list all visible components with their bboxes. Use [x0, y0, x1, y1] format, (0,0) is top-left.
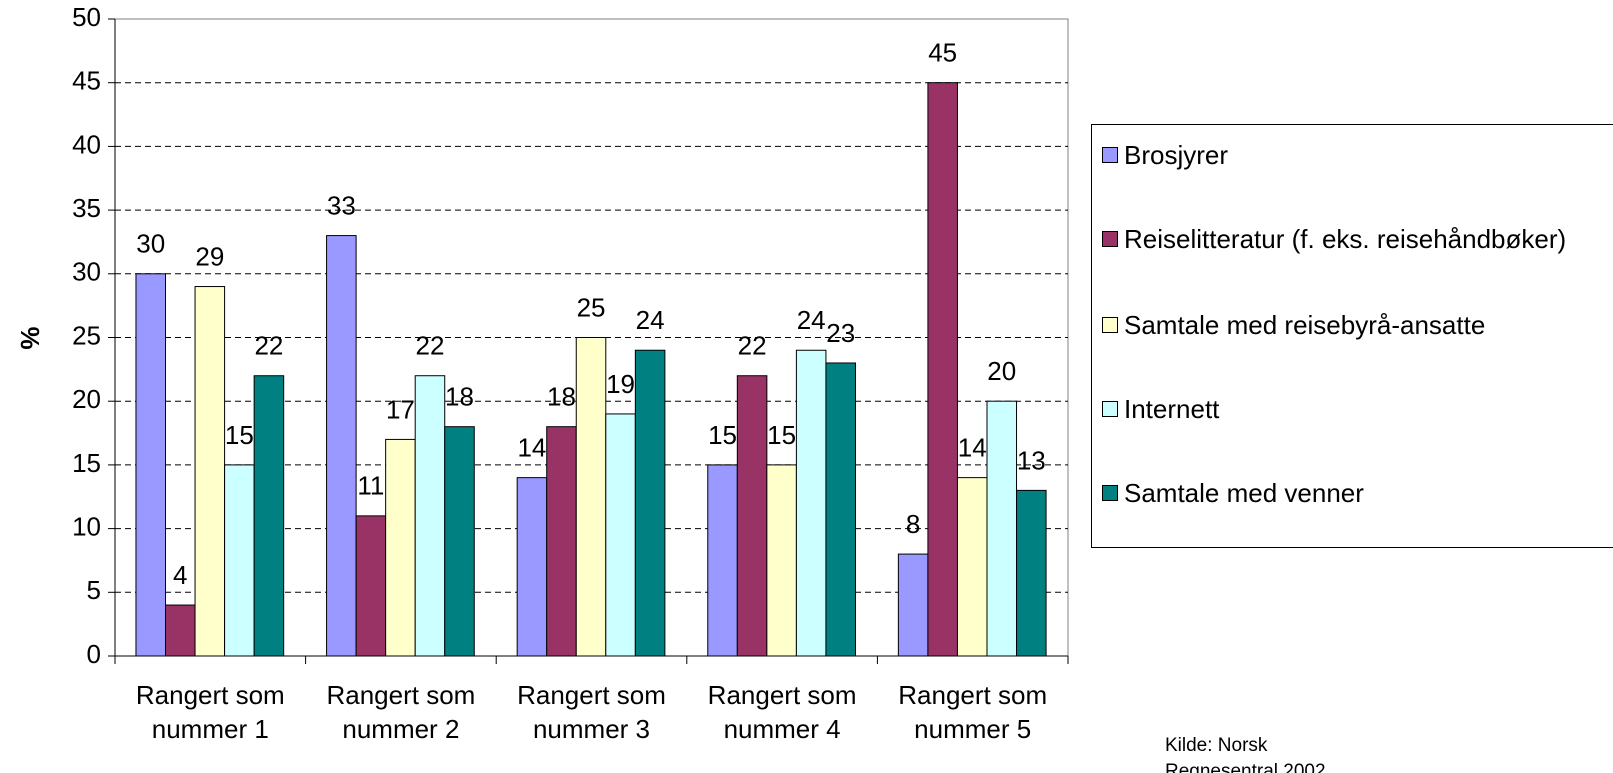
bar: [326, 235, 357, 657]
bar: [355, 515, 387, 657]
y-tick-label: 10: [72, 511, 101, 541]
data-label: 25: [577, 292, 606, 322]
data-label: 14: [958, 433, 987, 463]
bar: [253, 375, 285, 657]
y-tick-label: 0: [87, 639, 101, 669]
bar: [546, 426, 577, 657]
legend-entry: Samtale med reisebyrå-ansatte: [1102, 309, 1613, 341]
legend-label: Brosjyrer: [1124, 140, 1229, 170]
y-tick-label: 50: [72, 2, 101, 32]
data-label: 30: [136, 229, 165, 259]
bar: [825, 362, 856, 657]
bar: [385, 438, 416, 657]
bar: [986, 400, 1018, 657]
data-label: 17: [386, 394, 415, 424]
bar: [897, 553, 929, 657]
legend-entry: Samtale med venner: [1102, 477, 1613, 509]
bar: [707, 464, 738, 657]
x-tick-label: Rangert som nummer 2: [326, 680, 476, 744]
data-label: 20: [987, 356, 1016, 386]
data-label: 33: [327, 190, 356, 220]
y-tick-label: 35: [72, 193, 101, 223]
bar: [194, 286, 226, 657]
bar: [414, 375, 446, 657]
y-axis-label: %: [15, 326, 45, 349]
bar: [927, 82, 958, 657]
data-label: 14: [517, 433, 546, 463]
data-label: 8: [906, 509, 920, 539]
y-tick-label: 40: [72, 129, 101, 159]
legend-swatch: [1102, 401, 1118, 417]
data-label: 45: [928, 38, 957, 68]
data-label: 4: [173, 560, 187, 590]
legend-swatch: [1102, 317, 1118, 333]
data-label: 23: [826, 318, 855, 348]
data-label: 18: [547, 382, 576, 412]
y-tick-label: 15: [72, 448, 101, 478]
bar: [224, 464, 255, 657]
data-label: 24: [797, 305, 826, 335]
data-label: 22: [416, 331, 445, 361]
bar: [516, 477, 548, 657]
legend-entry: Internett: [1102, 393, 1613, 425]
data-label: 24: [636, 305, 665, 335]
y-tick-label: 25: [72, 320, 101, 350]
y-tick-label: 20: [72, 384, 101, 414]
legend-label: Samtale med venner: [1124, 478, 1364, 508]
legend: Brosjyrer Reiselitteratur (f. eks. reiseh…: [1091, 124, 1613, 548]
x-tick-label: Rangert som nummer 5: [898, 680, 1048, 744]
bar: [766, 464, 797, 657]
x-tick-label: Rangert som nummer 3: [517, 680, 666, 744]
bar: [575, 337, 607, 657]
bar: [736, 375, 768, 657]
legend-label: Internett: [1124, 394, 1220, 424]
data-label: 22: [738, 331, 767, 361]
legend-swatch: [1102, 147, 1118, 163]
y-tick-label: 45: [72, 66, 101, 96]
data-label: 15: [767, 420, 796, 450]
data-label: 29: [195, 241, 224, 271]
legend-swatch: [1102, 485, 1118, 501]
data-label: 19: [606, 369, 635, 399]
data-label: 15: [225, 420, 254, 450]
legend-label: Samtale med reisebyrå-ansatte: [1124, 310, 1486, 340]
bar: [1016, 489, 1047, 657]
bar: [634, 349, 666, 657]
legend-swatch: [1102, 231, 1118, 247]
y-tick-label: 5: [87, 575, 101, 605]
bar: [605, 413, 636, 657]
data-label: 11: [357, 471, 384, 501]
y-tick-label: 30: [72, 257, 101, 287]
data-label: 18: [445, 382, 474, 412]
bar: [444, 426, 475, 657]
source-note: Kilde: Norsk Regnesentral 2002: [1165, 735, 1326, 773]
legend-entry: Reiselitteratur (f. eks. reisehåndbøker): [1102, 223, 1613, 255]
legend-entry: Brosjyrer: [1102, 139, 1613, 171]
legend-label: Reiselitteratur (f. eks. reisehåndbøker): [1124, 224, 1567, 254]
bar: [135, 273, 167, 657]
bar: [956, 477, 988, 657]
data-label: 15: [708, 420, 737, 450]
bar: [795, 349, 827, 657]
bar: [165, 604, 196, 657]
data-label: 22: [254, 331, 283, 361]
data-label: 13: [1017, 445, 1046, 475]
x-tick-label: Rangert som nummer 1: [135, 680, 285, 744]
x-tick-label: Rangert som nummer 4: [707, 680, 857, 744]
